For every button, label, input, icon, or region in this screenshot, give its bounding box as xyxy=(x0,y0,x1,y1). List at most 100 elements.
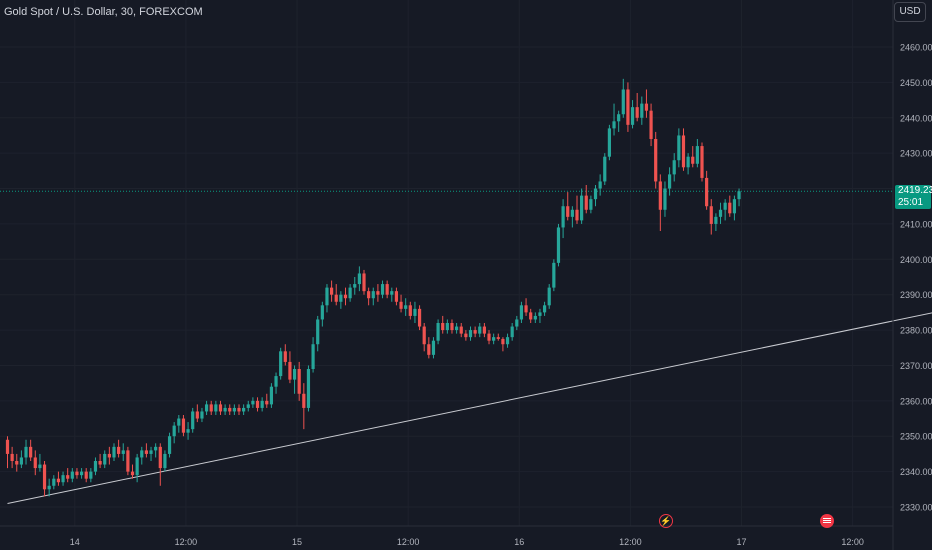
support-trendline xyxy=(7,312,932,504)
candle-body xyxy=(542,305,547,313)
candle-body xyxy=(593,188,598,200)
candle-body xyxy=(343,294,348,299)
y-tick-label: 2360.00 xyxy=(900,396,932,406)
candle-body xyxy=(255,400,260,408)
candle-body xyxy=(404,305,408,309)
y-tick-label: 2380.00 xyxy=(900,326,932,336)
candle-body xyxy=(274,376,278,387)
candle-body xyxy=(311,344,315,369)
lightning-icon[interactable]: ⚡ xyxy=(659,514,673,528)
candle-body xyxy=(672,160,676,175)
candle-body xyxy=(505,337,510,345)
x-tick-label: 12:00 xyxy=(397,537,420,547)
candle-body xyxy=(61,475,65,483)
y-tick-label: 2340.00 xyxy=(900,467,932,477)
candle-body xyxy=(482,326,486,334)
us-flag-icon[interactable] xyxy=(820,514,834,528)
candle-body xyxy=(644,103,649,111)
candle-body xyxy=(533,315,537,320)
x-tick-label: 12:00 xyxy=(619,537,642,547)
candle-body xyxy=(84,471,88,479)
candle-body xyxy=(330,287,334,295)
candle-body xyxy=(154,446,158,451)
candle-body xyxy=(334,294,338,302)
candle-body xyxy=(455,326,459,331)
candle-body xyxy=(510,326,514,338)
candle-body xyxy=(441,323,445,331)
candle-body xyxy=(390,291,394,295)
candle-body xyxy=(367,291,371,299)
candle-body xyxy=(15,461,19,465)
y-tick-label: 2330.00 xyxy=(900,503,932,513)
candle-body xyxy=(445,323,449,331)
candle-body xyxy=(695,146,699,164)
candle-body xyxy=(519,305,524,320)
candle-body xyxy=(630,107,635,125)
candle-body xyxy=(635,107,639,118)
candle-body xyxy=(663,188,667,210)
candle-body xyxy=(204,404,209,412)
y-tick-label: 2370.00 xyxy=(900,361,932,371)
candle-body xyxy=(464,333,468,338)
candle-body xyxy=(732,199,737,214)
candle-body xyxy=(723,202,727,210)
candle-body xyxy=(371,291,375,299)
candle-body xyxy=(237,407,241,412)
candle-body xyxy=(436,323,440,341)
candle-body xyxy=(297,369,301,394)
candle-body xyxy=(5,439,10,454)
candle-body xyxy=(575,209,579,221)
candle-body xyxy=(348,287,352,299)
candle-body xyxy=(232,407,236,412)
candle-body xyxy=(52,478,56,486)
candle-body xyxy=(24,446,28,458)
candle-body xyxy=(218,404,223,412)
candle-body xyxy=(126,450,130,472)
candle-body xyxy=(566,206,570,217)
candle-body xyxy=(612,121,616,129)
candle-body xyxy=(353,284,357,288)
candle-body xyxy=(473,330,477,334)
candle-body xyxy=(103,453,107,465)
candle-body xyxy=(320,305,324,320)
candle-body xyxy=(686,156,690,168)
candle-body xyxy=(667,174,672,189)
candle-body xyxy=(487,333,491,341)
candle-body xyxy=(209,404,213,412)
y-tick-label: 2400.00 xyxy=(900,255,932,265)
candle-body xyxy=(228,407,232,412)
candle-body xyxy=(649,110,653,139)
candle-body xyxy=(496,337,500,339)
candle-body xyxy=(621,89,625,115)
x-tick-label: 16 xyxy=(514,537,524,547)
candle-body xyxy=(47,485,51,490)
candle-body xyxy=(19,457,23,465)
candle-body xyxy=(93,461,98,472)
candle-body xyxy=(70,471,74,479)
candle-body xyxy=(700,146,704,178)
candle-body xyxy=(529,312,533,320)
candle-body xyxy=(607,128,611,157)
candle-body xyxy=(117,446,121,454)
candle-body xyxy=(691,156,695,164)
candle-body xyxy=(181,418,186,433)
candle-body xyxy=(705,177,709,207)
last-price-label: 2419.23 25:01 xyxy=(895,185,932,209)
candle-body xyxy=(589,199,593,210)
symbol-title[interactable]: Gold Spot / U.S. Dollar, 30, FOREXCOM xyxy=(4,6,203,18)
currency-button[interactable]: USD xyxy=(894,2,926,22)
candle-body xyxy=(584,195,588,210)
candle-body xyxy=(269,386,274,405)
candle-body xyxy=(251,400,255,405)
bar-countdown: 25:01 xyxy=(898,197,924,208)
candle-body xyxy=(200,411,204,419)
candle-body xyxy=(728,202,732,214)
candle-body xyxy=(380,284,385,295)
candle-body xyxy=(195,411,199,419)
candle-body xyxy=(501,338,505,345)
candle-body xyxy=(362,273,366,292)
candle-body xyxy=(98,461,102,465)
